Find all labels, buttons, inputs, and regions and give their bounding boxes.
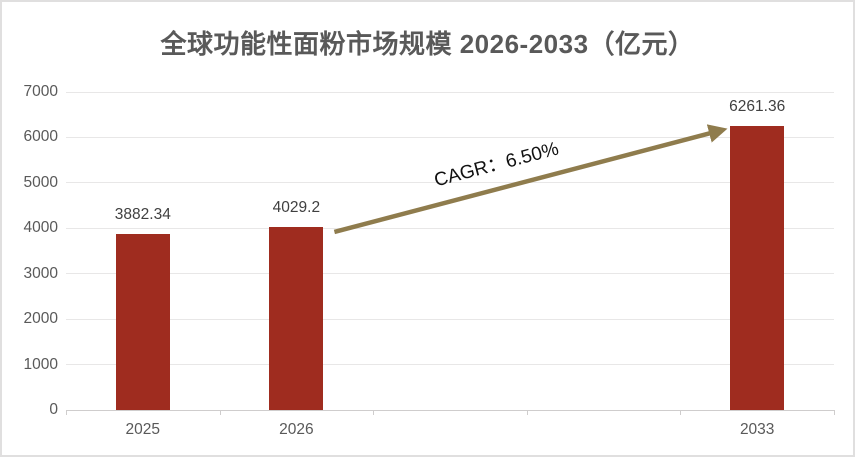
bar-2026 (269, 226, 324, 410)
gridline (66, 364, 834, 366)
chart-title: 全球功能性面粉市场规模 2026-2033（亿元） (160, 29, 695, 59)
x-axis-tick-mark (66, 410, 67, 415)
gridline (66, 318, 834, 320)
x-axis-line (66, 409, 834, 411)
data-label-2026: 4029.2 (272, 198, 321, 216)
x-axis-category-label: 2025 (125, 421, 161, 438)
x-axis-tick-mark (373, 410, 375, 415)
x-axis-tick-mark (219, 410, 221, 415)
data-label-2033: 6261.36 (729, 97, 786, 115)
gridline (66, 273, 834, 275)
data-label-2025: 3882.34 (114, 205, 171, 223)
y-axis-tick-label: 1000 (23, 355, 58, 373)
y-axis-tick-label: 6000 (23, 128, 58, 146)
gridline (66, 91, 834, 93)
y-axis-tick-label: 0 (49, 401, 58, 418)
x-axis-category-label: 2033 (739, 421, 775, 438)
y-axis-tick-label: 5000 (23, 173, 58, 191)
bar-2025 (115, 233, 170, 410)
y-axis-tick-label: 2000 (23, 310, 58, 328)
x-axis-tick-mark (834, 410, 835, 415)
y-axis-tick-label: 7000 (23, 83, 58, 100)
x-axis-category-label: 2026 (279, 421, 314, 438)
bar-2033 (730, 125, 785, 410)
x-axis-tick-mark (526, 410, 528, 415)
x-axis-tick-mark (680, 410, 682, 415)
y-axis-tick-label: 4000 (23, 219, 58, 237)
y-axis-tick-label: 3000 (23, 264, 58, 282)
